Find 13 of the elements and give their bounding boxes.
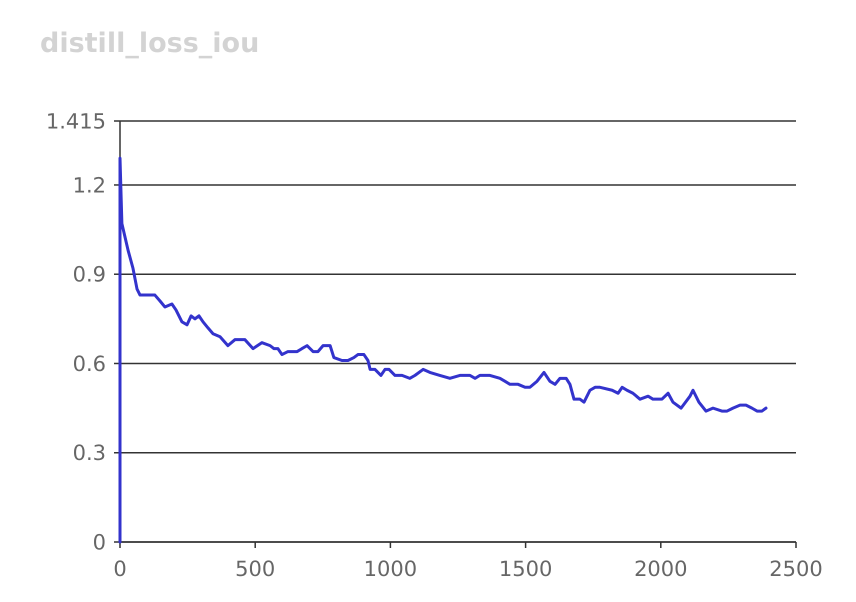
y-tick-label: 1.2 (72, 173, 106, 198)
y-tick-label: 0.6 (72, 352, 106, 376)
y-tick-label: 0.3 (72, 441, 106, 466)
y-tick-label: 0 (92, 530, 106, 554)
x-tick-label: 1000 (364, 557, 418, 581)
y-tick-label: 0.9 (72, 262, 106, 287)
x-tick-label: 2000 (634, 557, 688, 581)
x-tick-label: 0 (113, 557, 127, 581)
line-series (118, 156, 768, 544)
x-tick-label: 500 (235, 557, 276, 581)
x-tick-label: 2500 (769, 557, 823, 581)
x-tick-label: 1500 (498, 557, 552, 581)
y-tick-label: 1.415 (46, 109, 106, 134)
